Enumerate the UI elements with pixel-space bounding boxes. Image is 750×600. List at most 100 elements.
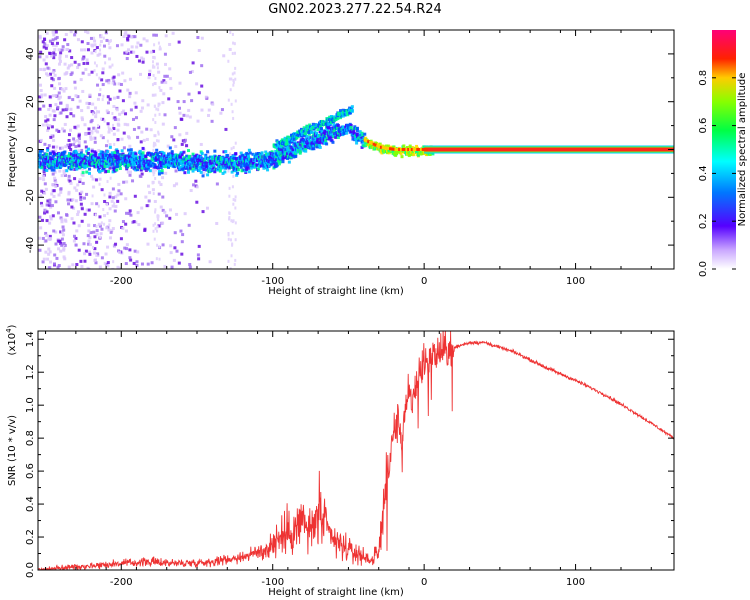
noise-cell xyxy=(58,95,62,99)
noise-cell xyxy=(139,43,143,47)
signal-cell xyxy=(260,158,264,162)
noise-cell xyxy=(168,67,172,71)
signal-cell xyxy=(221,171,225,175)
noise-cell xyxy=(61,146,65,150)
noise-cell xyxy=(67,133,71,137)
noise-cell xyxy=(71,263,75,267)
noise-cell xyxy=(145,204,149,208)
signal-cell xyxy=(305,135,309,139)
signal-cell xyxy=(295,136,299,140)
noise-cell xyxy=(52,33,56,37)
signal-cell xyxy=(303,132,307,136)
noise-cell xyxy=(78,178,82,182)
signal-cell xyxy=(224,150,228,154)
noise-cell xyxy=(101,71,105,75)
noise-cell xyxy=(106,264,110,268)
noise-cell xyxy=(122,109,126,113)
signal-cell xyxy=(336,117,340,121)
noise-cell xyxy=(66,48,70,52)
noise-cell xyxy=(171,31,175,35)
noise-cell xyxy=(133,249,137,253)
noise-column-cell xyxy=(232,41,235,45)
noise-cell xyxy=(49,135,53,139)
noise-cell xyxy=(46,118,50,122)
signal-cell xyxy=(346,113,350,117)
noise-cell xyxy=(87,229,91,233)
signal-cell xyxy=(236,165,240,169)
noise-cell xyxy=(132,50,136,54)
signal-cell xyxy=(194,167,198,171)
signal-cell xyxy=(47,166,51,170)
signal-cell xyxy=(230,166,234,170)
noise-cell xyxy=(47,107,51,111)
noise-cell xyxy=(146,242,150,246)
noise-cell xyxy=(48,198,52,202)
noise-cell xyxy=(145,39,149,43)
signal-cell xyxy=(341,110,345,114)
noise-cell xyxy=(205,206,209,210)
signal-cell xyxy=(350,108,354,112)
noise-cell xyxy=(40,204,44,208)
signal-cell xyxy=(243,155,247,159)
signal-cell xyxy=(207,166,211,170)
signal-cell xyxy=(147,167,151,171)
noise-column-cell xyxy=(154,113,157,117)
noise-cell xyxy=(150,261,154,265)
signal-cell xyxy=(334,118,338,122)
noise-cell xyxy=(88,252,92,256)
noise-cell xyxy=(128,256,132,260)
noise-cell xyxy=(52,189,56,193)
noise-cell xyxy=(125,243,129,247)
noise-cell xyxy=(47,247,51,251)
signal-cell xyxy=(125,167,129,171)
noise-cell xyxy=(38,36,42,40)
signal-cell xyxy=(339,116,343,120)
signal-cell xyxy=(170,162,174,166)
noise-cell xyxy=(152,49,156,53)
tone-cell xyxy=(383,146,387,150)
noise-cell xyxy=(93,39,97,43)
noise-cell xyxy=(39,83,43,87)
colorbar: 0.00.20.40.60.8 Normalized spectral ampli… xyxy=(698,30,748,277)
noise-cell xyxy=(195,185,199,189)
signal-cell xyxy=(160,152,164,156)
noise-cell xyxy=(69,147,73,151)
noise-cell xyxy=(145,127,149,131)
signal-cell xyxy=(246,166,250,170)
signal-cell xyxy=(55,166,59,170)
noise-cell xyxy=(89,36,93,40)
noise-cell xyxy=(173,231,177,235)
signal-cell xyxy=(283,156,287,160)
noise-column-cell xyxy=(99,43,102,47)
signal-cell xyxy=(285,142,289,146)
noise-cell xyxy=(104,252,108,256)
noise-cell xyxy=(174,145,178,149)
noise-cell xyxy=(140,106,144,110)
signal-cell xyxy=(131,154,135,158)
noise-cell xyxy=(57,91,61,95)
signal-cell xyxy=(389,145,393,149)
noise-cell xyxy=(43,191,47,195)
signal-cell xyxy=(289,135,293,139)
y-tick-label: 0.2 xyxy=(25,529,36,545)
noise-cell xyxy=(93,258,97,262)
tone-cell xyxy=(367,140,370,144)
noise-cell xyxy=(112,127,116,131)
noise-cell xyxy=(136,41,140,45)
noise-cell xyxy=(45,210,49,214)
noise-cell xyxy=(78,99,82,103)
signal-cell xyxy=(40,149,44,153)
noise-cell xyxy=(80,148,84,152)
signal-cell xyxy=(132,165,136,169)
signal-cell xyxy=(52,151,56,155)
noise-cell xyxy=(195,82,199,86)
noise-column-cell xyxy=(112,260,115,264)
noise-cell xyxy=(84,132,88,136)
noise-cell xyxy=(178,111,182,115)
noise-cell xyxy=(65,213,69,217)
noise-cell xyxy=(108,143,112,147)
noise-cell xyxy=(61,127,65,131)
tone-cell xyxy=(418,148,421,151)
signal-cell xyxy=(206,164,210,168)
